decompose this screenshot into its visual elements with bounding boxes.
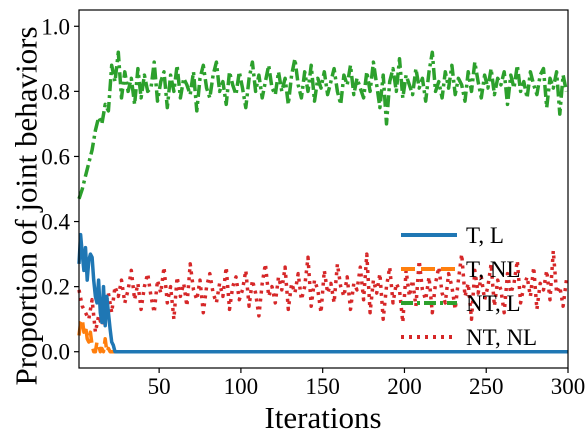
y-tick-label: 0.0 (41, 340, 70, 365)
y-axis-title-group: Proportion of joint behaviors (9, 26, 44, 385)
series-line-nt-l (77, 50, 569, 200)
y-tick-label: 0.2 (41, 275, 70, 300)
y-tick-label: 0.8 (41, 79, 70, 104)
legend-label-t-nl: T, NL (466, 257, 521, 282)
y-tick-label: 0.4 (41, 210, 70, 235)
legend-label-nt-l: NT, L (466, 291, 521, 316)
legend: T, L T, NL NT, L NT, NL (401, 223, 537, 350)
x-tick-label: 300 (551, 374, 586, 399)
series-layer (77, 50, 569, 354)
x-tick-label: 50 (148, 374, 171, 399)
ticks-layer: 50 100 150 200 250 300 0.0 0.2 0.4 0.6 0.8 1.0 (41, 14, 585, 399)
y-tick-label: 0.6 (41, 144, 70, 169)
series-line-t-nl (77, 317, 568, 354)
series-line-t-l (77, 232, 568, 354)
x-tick-label: 250 (469, 374, 504, 399)
series-line-nt-nl (77, 249, 569, 334)
legend-label-t-l: T, L (466, 223, 504, 248)
x-axis-title: Iterations (264, 400, 381, 431)
y-axis-title: Proportion of joint behaviors (9, 26, 44, 385)
legend-label-nt-nl: NT, NL (466, 325, 537, 350)
plot-frame (78, 9, 569, 369)
x-tick-label: 200 (387, 374, 422, 399)
y-tick-label: 1.0 (41, 14, 70, 39)
x-tick-label: 100 (224, 374, 259, 399)
x-tick-label: 150 (305, 374, 340, 399)
